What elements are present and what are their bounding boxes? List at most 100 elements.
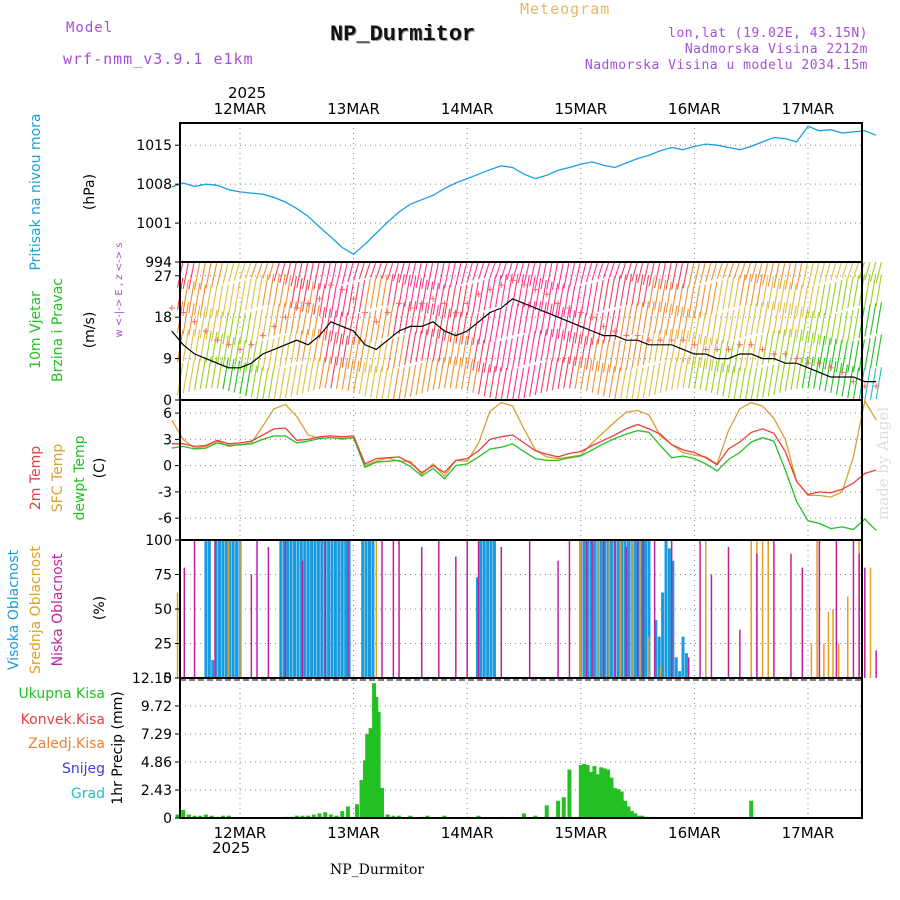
wind-barb bbox=[597, 362, 604, 395]
wind-barb bbox=[279, 302, 286, 335]
wind-barb bbox=[387, 304, 394, 337]
high-cloud-bar bbox=[224, 540, 228, 678]
mid-cloud-bar bbox=[176, 592, 179, 678]
high-cloud-bar bbox=[582, 540, 586, 678]
wind-barb bbox=[307, 261, 315, 290]
wind-barb bbox=[722, 278, 729, 311]
wind-barb bbox=[847, 340, 854, 373]
precip-bar bbox=[609, 777, 614, 818]
wind-barb bbox=[455, 333, 462, 366]
wind-barb bbox=[796, 329, 803, 362]
wind-barb bbox=[506, 368, 513, 401]
y-tick-label: 7.29 bbox=[141, 727, 172, 743]
wind-barb bbox=[648, 301, 655, 334]
wind-barb bbox=[563, 285, 570, 318]
wind-barb bbox=[625, 261, 633, 280]
precip-bar bbox=[334, 815, 339, 818]
wind-barb bbox=[574, 356, 581, 389]
wind-barb bbox=[568, 285, 576, 318]
wind-barb bbox=[228, 358, 235, 391]
wind-barb bbox=[591, 338, 599, 371]
wind-barb bbox=[466, 283, 474, 316]
wind-barb bbox=[852, 261, 860, 279]
wind-barb bbox=[625, 304, 633, 337]
low-cloud-bar bbox=[710, 574, 713, 678]
high-cloud-bar bbox=[340, 540, 344, 678]
low-cloud-bar bbox=[381, 540, 383, 678]
wind-barb bbox=[466, 261, 474, 283]
wind-barb bbox=[256, 367, 263, 399]
wind-barb bbox=[358, 261, 366, 280]
wind-barb bbox=[847, 261, 854, 278]
precip-bar bbox=[582, 763, 587, 818]
precip-bar bbox=[368, 728, 373, 818]
wind-barb bbox=[392, 303, 400, 336]
wind-barb bbox=[676, 261, 684, 290]
wind-barb bbox=[744, 368, 752, 401]
low-cloud-bar bbox=[267, 546, 270, 678]
wind-barb bbox=[284, 261, 292, 285]
wind-barb bbox=[648, 364, 655, 397]
station-title: NP_Durmitor bbox=[330, 22, 476, 47]
wind-barb bbox=[824, 337, 831, 370]
wind-barb bbox=[796, 307, 803, 339]
wind-barb bbox=[216, 311, 224, 344]
wind-barb bbox=[489, 310, 496, 343]
wind-barb bbox=[336, 356, 343, 389]
low-cloud-bar bbox=[642, 540, 645, 678]
wind-barb bbox=[762, 366, 769, 399]
wind-barb bbox=[358, 362, 366, 395]
wind-barb bbox=[671, 261, 678, 290]
low-cloud-bar bbox=[773, 540, 775, 678]
wind-barb bbox=[216, 333, 224, 366]
wind-barb bbox=[432, 328, 439, 361]
wind-barb bbox=[267, 305, 275, 337]
wind-barb bbox=[591, 313, 599, 345]
wind-barb bbox=[290, 301, 297, 334]
high-cloud-bar bbox=[320, 540, 324, 678]
wind-barb bbox=[654, 330, 661, 362]
wind-barb bbox=[563, 261, 570, 289]
model-elevation-label: Nadmorska Visina u modelu 2034.15m bbox=[584, 58, 868, 73]
high-cloud-bar bbox=[592, 540, 596, 678]
wind-barb bbox=[705, 261, 712, 283]
wind-barb bbox=[574, 285, 581, 318]
wind-barb bbox=[233, 261, 241, 281]
wind-barb bbox=[574, 311, 581, 344]
high-cloud-bar bbox=[678, 671, 682, 678]
wind-barb bbox=[495, 367, 502, 400]
mid-cloud-bar bbox=[639, 540, 641, 678]
wind-barb bbox=[648, 276, 655, 309]
high-cloud-bar bbox=[289, 540, 293, 678]
wind-barb bbox=[489, 340, 496, 373]
wind-barb bbox=[614, 308, 621, 341]
wind-barb bbox=[869, 303, 877, 336]
mid-cloud-bar bbox=[227, 540, 230, 678]
wind-barb bbox=[460, 335, 468, 368]
wind-barb bbox=[273, 336, 280, 369]
mid-cloud-bar bbox=[239, 540, 241, 678]
wind-barb bbox=[188, 281, 195, 314]
high-cloud-bar bbox=[368, 540, 372, 678]
temp-2m-label: 2m Temp bbox=[28, 446, 44, 510]
precip-bar bbox=[226, 815, 231, 818]
wind-barb bbox=[750, 303, 758, 336]
wind-barb bbox=[245, 340, 252, 373]
high-cloud-bar bbox=[664, 540, 668, 678]
low-cloud-bar bbox=[392, 540, 395, 678]
wind-barb bbox=[262, 274, 269, 307]
wind-barb bbox=[199, 284, 207, 317]
wind-barb bbox=[790, 283, 797, 316]
wind-barb bbox=[449, 285, 457, 318]
wind-mean-line bbox=[171, 298, 877, 383]
wind-barb bbox=[409, 364, 417, 397]
precip-legend-3: Snijeg bbox=[62, 761, 105, 777]
wind-barb bbox=[523, 261, 530, 285]
high-cloud-bar bbox=[296, 540, 300, 678]
wind-barb bbox=[756, 367, 763, 400]
wind-barb bbox=[864, 368, 871, 401]
wind-barb bbox=[767, 261, 775, 287]
wind-barb bbox=[290, 276, 297, 309]
wind-barb bbox=[250, 310, 258, 343]
wind-barb bbox=[750, 368, 758, 401]
